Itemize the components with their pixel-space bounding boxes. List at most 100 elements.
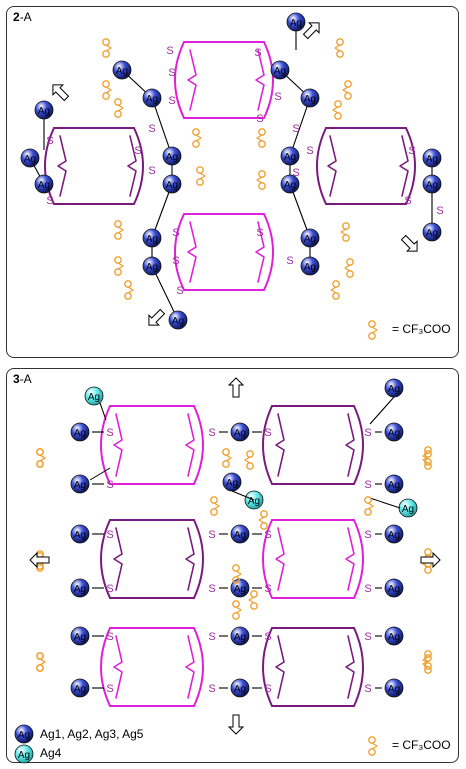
ag-label: Ag (234, 428, 246, 439)
carboxylate-o (192, 140, 200, 148)
carboxylate-o (332, 292, 340, 300)
s-label: S (46, 135, 53, 147)
zigzag-linker (345, 413, 355, 477)
s-label: S (168, 95, 175, 107)
ag-atom (422, 222, 442, 242)
carboxylate-o (344, 80, 352, 88)
ag4-atom (14, 744, 34, 764)
carboxylate-o (424, 462, 432, 470)
s-label: S (106, 583, 113, 595)
cage-3a-r2-right-left-arc (262, 519, 273, 599)
s-label: S (208, 631, 215, 643)
carboxylate-o (196, 178, 204, 186)
zigzag-linker (185, 413, 195, 477)
ag-label: Ag (226, 478, 238, 489)
arrow-lower-left (148, 308, 166, 326)
cage-3a-r3-right-right-arc (353, 627, 364, 707)
legend-ag-blue: Ag1, Ag2, Ag3, Ag5 (40, 727, 144, 741)
legend-ag4: Ag4 (40, 746, 62, 760)
cage-3a-r1-right-left-arc (262, 405, 273, 485)
ag-label: Ag (388, 632, 400, 643)
ag-label: Ag (426, 180, 438, 191)
s-label: S (254, 47, 261, 59)
carboxylate-o (232, 564, 240, 572)
carboxylate-o (102, 50, 110, 58)
carboxylate-o (342, 234, 350, 242)
carboxylate-bond (199, 172, 206, 180)
ag-atom (300, 88, 320, 108)
s-label: S (256, 227, 263, 239)
legend-carboxylate-2a (368, 320, 376, 328)
legend-cf3coo-2a: = CF₃COO (392, 322, 451, 336)
s-label: S (166, 45, 173, 57)
carboxylate-o (364, 508, 372, 516)
carboxylate-bond (344, 264, 351, 272)
s-label: S (46, 195, 53, 207)
ag-label: Ag (88, 392, 100, 403)
ag-atom (70, 422, 90, 442)
zigzag-linker (399, 135, 409, 197)
ag-atom (230, 422, 250, 442)
carboxylate-o (246, 450, 254, 458)
carboxylate-o (258, 170, 266, 178)
zigzag-linker (127, 135, 137, 197)
carboxylate-o (336, 38, 344, 46)
carboxylate-bond (422, 456, 429, 464)
carboxylate-bond (371, 742, 378, 750)
arrow-upper-right (302, 22, 320, 40)
carboxylate-bond (39, 454, 46, 462)
ag-label: Ag (426, 228, 438, 239)
ag-atom (300, 256, 320, 276)
ag-label: Ag (234, 632, 246, 643)
ag-label: Ag (402, 504, 414, 515)
ag-label: Ag (234, 584, 246, 595)
s-label: S (148, 165, 155, 177)
zigzag-linker (187, 49, 197, 111)
ag-label: Ag (74, 428, 86, 439)
ag-atom (384, 474, 404, 494)
ag-label: Ag (388, 428, 400, 439)
ag-label: Ag (304, 262, 316, 273)
cage-2a-bottom-right-arc (263, 213, 274, 291)
zigzag-linker (275, 413, 285, 477)
zigzag-linker (345, 635, 355, 699)
ag-atom (142, 228, 162, 248)
carboxylate-o (36, 664, 44, 672)
ag-label: Ag (146, 234, 158, 245)
ag-o-bond (369, 497, 401, 509)
ag-label: Ag (388, 584, 400, 595)
ag-atom (70, 578, 90, 598)
carboxylate-o (232, 612, 240, 620)
ag-label: Ag (274, 66, 286, 77)
s-label: S (148, 123, 155, 135)
ag-atom (384, 678, 404, 698)
ag-label: Ag (234, 530, 246, 541)
ag-atom (142, 88, 162, 108)
carboxylate-o (102, 38, 110, 46)
carboxylate-o (36, 448, 44, 456)
carboxylate-o (346, 270, 354, 278)
ag-s-bond (151, 265, 179, 321)
cage-3a-r1-left-left-arc (100, 405, 111, 485)
carboxylate-o (250, 590, 258, 598)
carboxylate-bond (422, 660, 429, 668)
ag-atom (384, 422, 404, 442)
ag-s-bond (89, 467, 111, 481)
arrow-lower-right (400, 234, 418, 252)
carboxylate-bond (342, 86, 349, 94)
ag-label: Ag (290, 18, 302, 29)
zigzag-linker (275, 635, 285, 699)
carboxylate-o (424, 666, 432, 674)
s-label: S (208, 529, 215, 541)
cage-3a-r2-right-right-arc (353, 519, 364, 599)
ag-label: Ag (284, 152, 296, 163)
ag-label: Ag (166, 180, 178, 191)
cage-3a-r1-left-right-arc (193, 405, 204, 485)
ag-atom (384, 626, 404, 646)
s-label: S (364, 631, 371, 643)
cage-2a-top-left-arc (174, 41, 185, 119)
carboxylate-o (364, 496, 372, 504)
legend-carboxylate-3a (368, 736, 376, 744)
legend-carboxylate-3a (368, 748, 376, 756)
carboxylate-o (258, 140, 266, 148)
